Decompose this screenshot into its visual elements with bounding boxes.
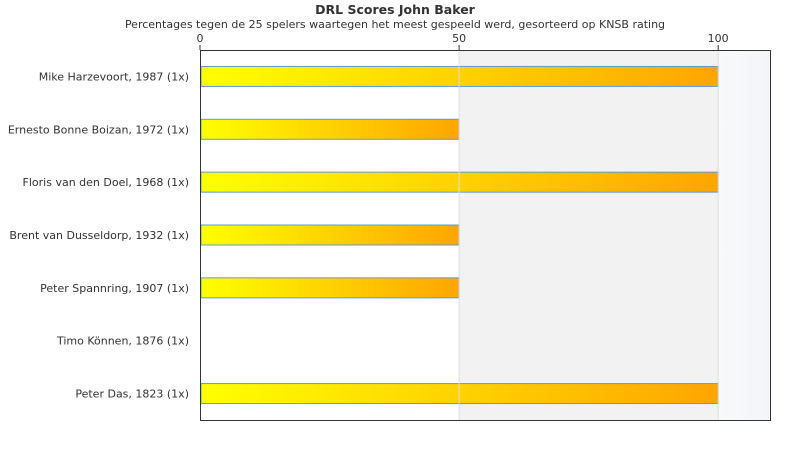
x-tick-label: 0 (197, 32, 204, 45)
category-label: Peter Das, 1823 (1x) (75, 388, 189, 401)
category-label: Timo Können, 1876 (1x) (56, 335, 189, 348)
chart-subtitle: Percentages tegen de 25 spelers waartege… (124, 18, 666, 31)
category-label: Peter Spannring, 1907 (1x) (40, 282, 189, 295)
plot-frame (200, 50, 771, 421)
category-label: Brent van Dusseldorp, 1932 (1x) (9, 229, 189, 242)
plot-band (459, 50, 719, 420)
x-tick-label: 50 (452, 32, 466, 45)
bar (200, 224, 460, 246)
category-label: Floris van den Doel, 1968 (1x) (23, 176, 189, 189)
x-tick-label: 100 (708, 32, 729, 45)
category-label: Mike Harzevoort, 1987 (1x) (39, 70, 189, 83)
bar (200, 277, 460, 299)
category-label: Ernesto Bonne Boizan, 1972 (1x) (8, 123, 189, 136)
chart-title: DRL Scores John Baker (315, 2, 475, 17)
bar (200, 118, 460, 140)
plot-band (718, 50, 770, 420)
